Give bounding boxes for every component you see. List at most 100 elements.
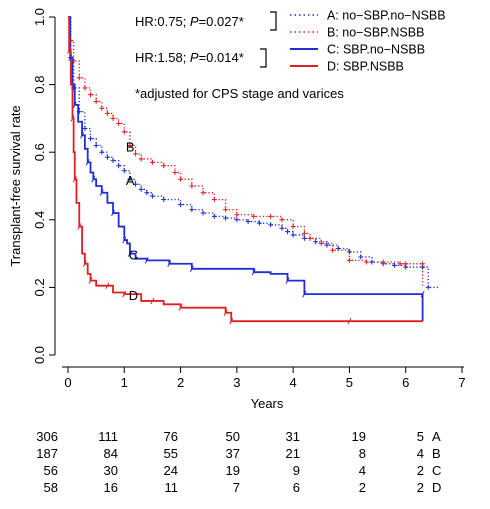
series-line-A [68, 16, 440, 289]
risk-row-label: B [432, 446, 441, 461]
censor-mark-B [82, 85, 88, 91]
censor-mark-B [211, 197, 217, 203]
censor-mark-D [67, 47, 72, 55]
censor-mark-B [397, 261, 403, 267]
y-axis-label: Transplant-free survival rate [8, 105, 23, 266]
x-tick-label: 2 [177, 375, 184, 390]
censor-mark-B [268, 213, 274, 219]
censor-mark-B [178, 176, 184, 182]
censor-mark-C [251, 268, 256, 276]
censor-mark-C [122, 236, 127, 244]
censor-mark-B [290, 224, 296, 230]
risk-count: 31 [286, 429, 300, 444]
censor-mark-A [189, 207, 195, 213]
censor-mark-C [111, 209, 115, 217]
risk-count: 2 [359, 480, 366, 495]
adjustment-footnote: *adjusted for CPS stage and varices [135, 86, 344, 101]
censor-mark-B [363, 259, 369, 265]
y-tick-label: 0.4 [32, 211, 47, 229]
risk-count: 4 [359, 463, 366, 478]
curve-label-B: B [126, 139, 135, 154]
censor-mark-B [161, 163, 167, 169]
censor-mark-A [234, 217, 240, 223]
series-line-C [68, 16, 424, 322]
risk-count: 306 [36, 429, 58, 444]
censor-mark-A [133, 181, 139, 187]
censor-mark-A [127, 176, 133, 182]
censor-mark-B [93, 99, 99, 104]
risk-count: 16 [104, 480, 118, 495]
censor-mark-C [302, 290, 307, 298]
series-line-B [68, 16, 424, 288]
risk-row-label: C [432, 463, 441, 478]
risk-row-label: D [432, 480, 441, 495]
censor-mark-B [76, 75, 82, 81]
risk-count: 19 [352, 429, 366, 444]
censor-mark-B [251, 213, 257, 219]
risk-count: 7 [233, 480, 240, 495]
censor-mark-A [116, 163, 122, 169]
y-tick-label: 1.0 [32, 8, 47, 26]
censor-mark-A [290, 232, 296, 238]
censor-mark-B [71, 58, 77, 64]
censor-mark-B [307, 235, 313, 241]
censor-mark-A [335, 246, 341, 252]
x-tick-label: 6 [402, 375, 409, 390]
censor-mark-C [68, 54, 73, 61]
censor-mark-D [70, 115, 75, 122]
risk-count: 21 [286, 446, 300, 461]
censor-mark-B [68, 38, 74, 44]
x-tick-label: 1 [121, 375, 128, 390]
censor-mark-B [104, 110, 110, 116]
x-tick-label: 0 [64, 375, 71, 390]
censor-mark-B [116, 120, 122, 126]
censor-mark-A [93, 142, 99, 148]
censor-mark-B [301, 230, 307, 236]
censor-mark-C [99, 189, 104, 196]
censor-mark-B [133, 151, 139, 157]
risk-count: 9 [293, 463, 300, 478]
censor-mark-A [324, 242, 330, 248]
censor-mark-D [77, 223, 82, 230]
risk-count: 2 [417, 463, 424, 478]
censor-mark-B [346, 257, 352, 263]
censor-mark-A [121, 168, 127, 174]
censor-mark-D [223, 309, 228, 316]
legend-entry-C: C: SBP.no−NSBB [327, 43, 425, 57]
censor-mark-B [318, 240, 324, 246]
censor-mark-D [82, 260, 87, 267]
risk-count: 4 [417, 446, 424, 461]
censor-mark-C [144, 257, 149, 264]
censor-mark-D [229, 317, 234, 325]
x-axis-label: Years [251, 396, 284, 411]
risk-row-label: A [432, 429, 441, 444]
censor-mark-A [369, 259, 375, 265]
censor-mark-B [189, 183, 195, 189]
risk-count: 2 [417, 480, 424, 495]
risk-count: 55 [164, 446, 178, 461]
y-tick-label: 0.0 [32, 346, 47, 364]
censor-mark-A [358, 254, 364, 260]
censor-mark-A [161, 197, 167, 203]
censor-mark-A [200, 210, 206, 216]
bracket-cd [260, 48, 267, 68]
legend-entry-B: B: no−SBP.NSBB [327, 26, 424, 40]
censor-mark-A [223, 215, 229, 221]
censor-mark-A [76, 109, 82, 115]
censor-mark-C [167, 260, 172, 267]
censor-mark-B [200, 190, 206, 196]
censor-mark-A [88, 136, 94, 142]
censor-mark-A [256, 220, 262, 226]
censor-mark-D [150, 297, 155, 305]
censor-mark-A [268, 222, 274, 228]
censor-mark-B [110, 115, 116, 121]
censor-mark-C [285, 277, 290, 284]
risk-count: 37 [226, 446, 240, 461]
censor-mark-A [279, 225, 285, 231]
risk-count: 58 [44, 480, 58, 495]
risk-count: 11 [165, 480, 179, 495]
x-tick-label: 3 [233, 375, 240, 390]
censor-mark-B [172, 169, 178, 175]
censor-mark-B [127, 142, 133, 148]
